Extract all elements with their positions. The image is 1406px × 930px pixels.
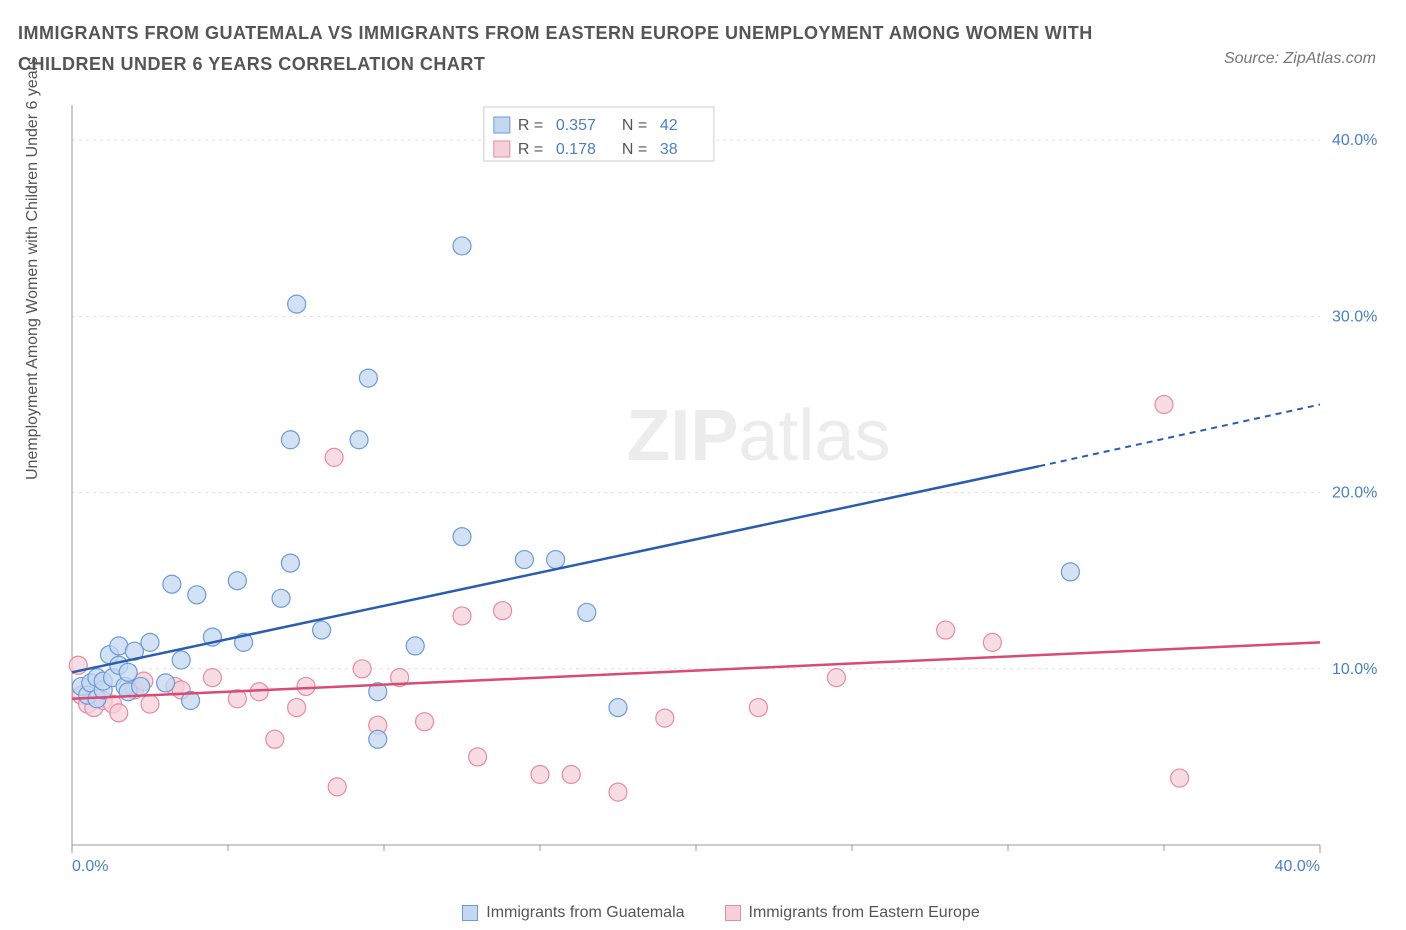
scatter-plot: 10.0% 20.0% 30.0% 40.0% 0.0% 40.0% ZIPatlas R =… bbox=[62, 95, 1380, 885]
svg-text:42: 42 bbox=[660, 117, 678, 134]
svg-text:R =: R = bbox=[518, 141, 543, 158]
svg-text:0.357: 0.357 bbox=[556, 117, 596, 134]
svg-text:N =: N = bbox=[622, 141, 647, 158]
swatch-blue-icon bbox=[462, 905, 478, 921]
svg-text:0.0%: 0.0% bbox=[72, 858, 108, 875]
svg-text:40.0%: 40.0% bbox=[1332, 132, 1377, 149]
legend-item-eastern-europe: Immigrants from Eastern Europe bbox=[725, 904, 980, 922]
bottom-legend: Immigrants from Guatemala Immigrants fro… bbox=[62, 904, 1380, 922]
svg-text:30.0%: 30.0% bbox=[1332, 308, 1377, 325]
svg-text:38: 38 bbox=[660, 141, 678, 158]
chart-title: IMMIGRANTS FROM GUATEMALA VS IMMIGRANTS … bbox=[18, 18, 1118, 79]
svg-text:10.0%: 10.0% bbox=[1332, 661, 1377, 678]
chart-area: 10.0% 20.0% 30.0% 40.0% 0.0% 40.0% ZIPatlas R =… bbox=[62, 95, 1380, 885]
svg-text:N =: N = bbox=[622, 117, 647, 134]
legend-item-guatemala: Immigrants from Guatemala bbox=[462, 904, 684, 922]
swatch-pink-icon bbox=[725, 905, 741, 921]
svg-text:20.0%: 20.0% bbox=[1332, 485, 1377, 502]
legend-label: Immigrants from Eastern Europe bbox=[749, 904, 980, 922]
y-axis-label: Unemployment Among Women with Children U… bbox=[24, 57, 42, 480]
source-label: Source: ZipAtlas.com bbox=[1224, 50, 1376, 68]
legend-label: Immigrants from Guatemala bbox=[486, 904, 684, 922]
svg-text:ZIPatlas: ZIPatlas bbox=[626, 396, 890, 476]
svg-text:R =: R = bbox=[518, 117, 543, 134]
svg-text:0.178: 0.178 bbox=[556, 141, 596, 158]
svg-text:40.0%: 40.0% bbox=[1275, 858, 1320, 875]
